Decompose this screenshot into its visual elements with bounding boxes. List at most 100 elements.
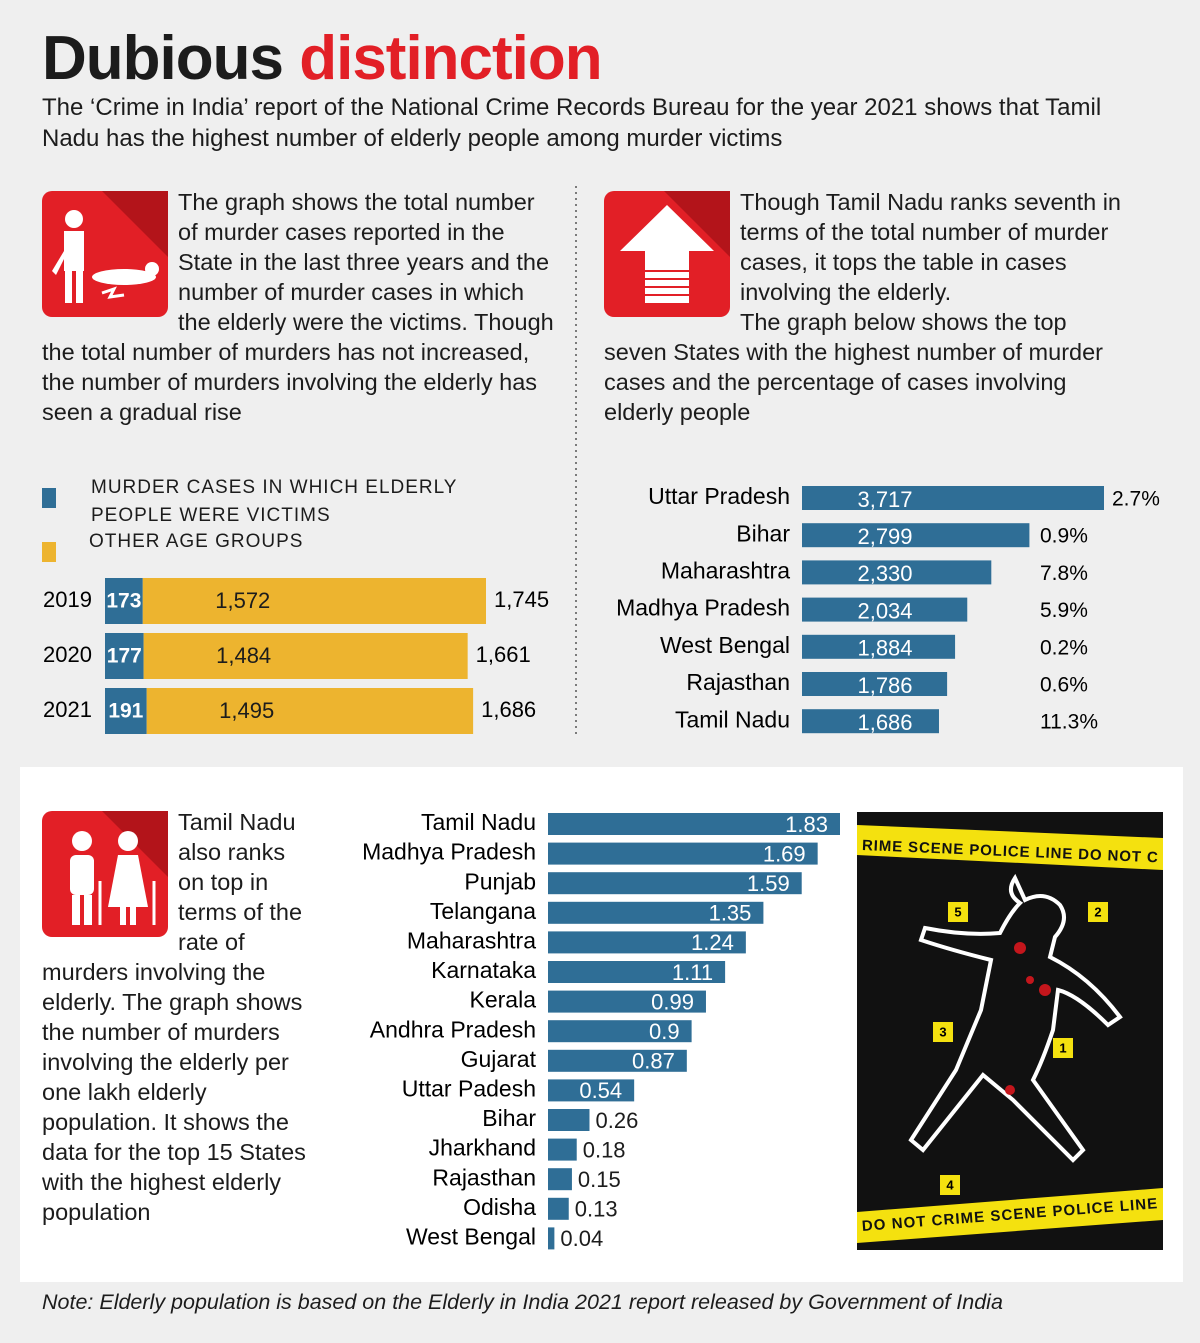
note: Note: Elderly population is based on the…: [42, 1290, 1003, 1314]
value-label: 1.24: [691, 930, 734, 955]
bar: [802, 709, 939, 734]
value-label: 191: [108, 700, 143, 723]
evidence-marker-label: 1: [1059, 1040, 1066, 1055]
category-label: West Bengal: [660, 632, 790, 658]
value-label: 1,686: [857, 710, 912, 735]
evidence-marker-label: 3: [939, 1024, 946, 1039]
category-label: Jharkhand: [429, 1135, 536, 1161]
bar: [548, 961, 726, 983]
value-label: 0.13: [575, 1197, 618, 1222]
panel-2-text: Though Tamil Nadu ranks seventh in terms…: [604, 187, 1124, 427]
value-label: 2,799: [857, 524, 912, 549]
subtitle: The ‘Crime in India’ report of the Natio…: [42, 94, 1102, 152]
category-label: Rajasthan: [432, 1164, 536, 1190]
category-label: 2021: [43, 697, 92, 722]
bar: [802, 597, 968, 622]
title-red: distinction: [299, 24, 602, 93]
bar: [548, 1138, 577, 1161]
bar: [548, 1020, 692, 1043]
category-label: Punjab: [464, 868, 536, 894]
bar: [548, 1109, 590, 1131]
category-label: Uttar Padesh: [402, 1075, 536, 1101]
value-label: 1,495: [219, 698, 274, 723]
value-label: 1,884: [857, 636, 912, 661]
value-label: 173: [106, 590, 141, 613]
category-label: Odisha: [463, 1194, 536, 1220]
value-label: 1.59: [747, 871, 790, 896]
legend-label: OTHER AGE GROUPS: [89, 531, 304, 552]
value-label: 0.04: [560, 1226, 603, 1251]
value-label: 3,717: [857, 487, 912, 512]
crime-scene-image: [857, 812, 1163, 1250]
panel-text: Though Tamil Nadu ranks seventh in terms…: [740, 189, 1122, 305]
total-label: 1,686: [481, 697, 536, 722]
bar-segment: [143, 633, 468, 679]
category-label: Andhra Pradesh: [370, 1016, 536, 1042]
bar: [548, 1197, 569, 1220]
evidence-marker: [1088, 902, 1108, 922]
category-label: Gujarat: [461, 1046, 537, 1072]
share-label: 0.9%: [1040, 525, 1088, 548]
panel-3-text: Tamil Nadu also ranks on top in terms of…: [42, 807, 317, 1227]
total-label: 1,745: [494, 587, 549, 612]
bar: [548, 813, 840, 835]
bar: [802, 486, 1104, 510]
evidence-marker: [1053, 1038, 1073, 1058]
arrow-icon: [604, 191, 730, 317]
value-label: 2,034: [857, 598, 912, 623]
category-label: Rajasthan: [686, 669, 790, 695]
panel-text: Tamil Nadu also ranks on top in terms of…: [42, 809, 306, 1225]
share-label: 0.6%: [1040, 674, 1088, 697]
value-label: 0.99: [651, 989, 694, 1014]
category-label: Maharashtra: [661, 557, 790, 583]
evidence-marker-label: 4: [946, 1177, 954, 1192]
bar-segment: [105, 578, 143, 624]
value-label: 1,484: [216, 643, 271, 668]
value-label: 0.87: [632, 1049, 675, 1074]
share-label: 2.7%: [1112, 488, 1160, 511]
bar-segment: [142, 578, 486, 624]
title-black: Dubious: [42, 24, 284, 93]
bar: [548, 990, 706, 1013]
panel-text: The graph below shows the top seven Stat…: [604, 309, 1103, 425]
bar-segment: [105, 633, 144, 679]
value-label: 177: [107, 645, 142, 668]
value-label: 0.18: [583, 1137, 626, 1162]
category-label: Madhya Pradesh: [616, 595, 790, 621]
bar: [548, 842, 818, 865]
evidence-marker: [948, 902, 968, 922]
category-label: Tamil Nadu: [421, 809, 536, 835]
value-label: 2,330: [857, 561, 912, 586]
value-label: 1.35: [709, 901, 752, 926]
category-label: Telangana: [430, 898, 536, 924]
legend-swatch: [42, 542, 56, 562]
evidence-marker: [933, 1022, 953, 1042]
share-label: 5.9%: [1040, 599, 1088, 622]
bar-segment: [105, 688, 147, 734]
category-label: Karnataka: [431, 957, 536, 983]
bar: [548, 901, 764, 924]
category-label: West Bengal: [406, 1223, 536, 1249]
evidence-marker-label: 5: [954, 904, 961, 919]
panel-1-text: The graph shows the total number of murd…: [42, 187, 557, 427]
bar: [802, 672, 948, 696]
category-label: Bihar: [482, 1105, 536, 1131]
panel-text: The graph shows the total number of murd…: [42, 189, 554, 425]
category-label: Uttar Pradesh: [648, 483, 790, 509]
value-label: 1.83: [785, 812, 828, 837]
category-label: Maharashtra: [407, 927, 536, 953]
bar: [548, 931, 746, 954]
value-label: 0.54: [579, 1078, 622, 1103]
bar: [548, 1227, 555, 1250]
legend-swatch: [42, 488, 56, 508]
bar: [548, 1168, 572, 1191]
bar: [802, 523, 1030, 548]
value-label: 1.11: [672, 960, 713, 985]
share-label: 11.3%: [1040, 711, 1098, 734]
bar: [548, 1049, 687, 1072]
evidence-marker: [940, 1175, 960, 1195]
bar-segment: [146, 688, 474, 734]
elderly-icon: [42, 811, 168, 937]
category-label: Bihar: [736, 520, 790, 546]
